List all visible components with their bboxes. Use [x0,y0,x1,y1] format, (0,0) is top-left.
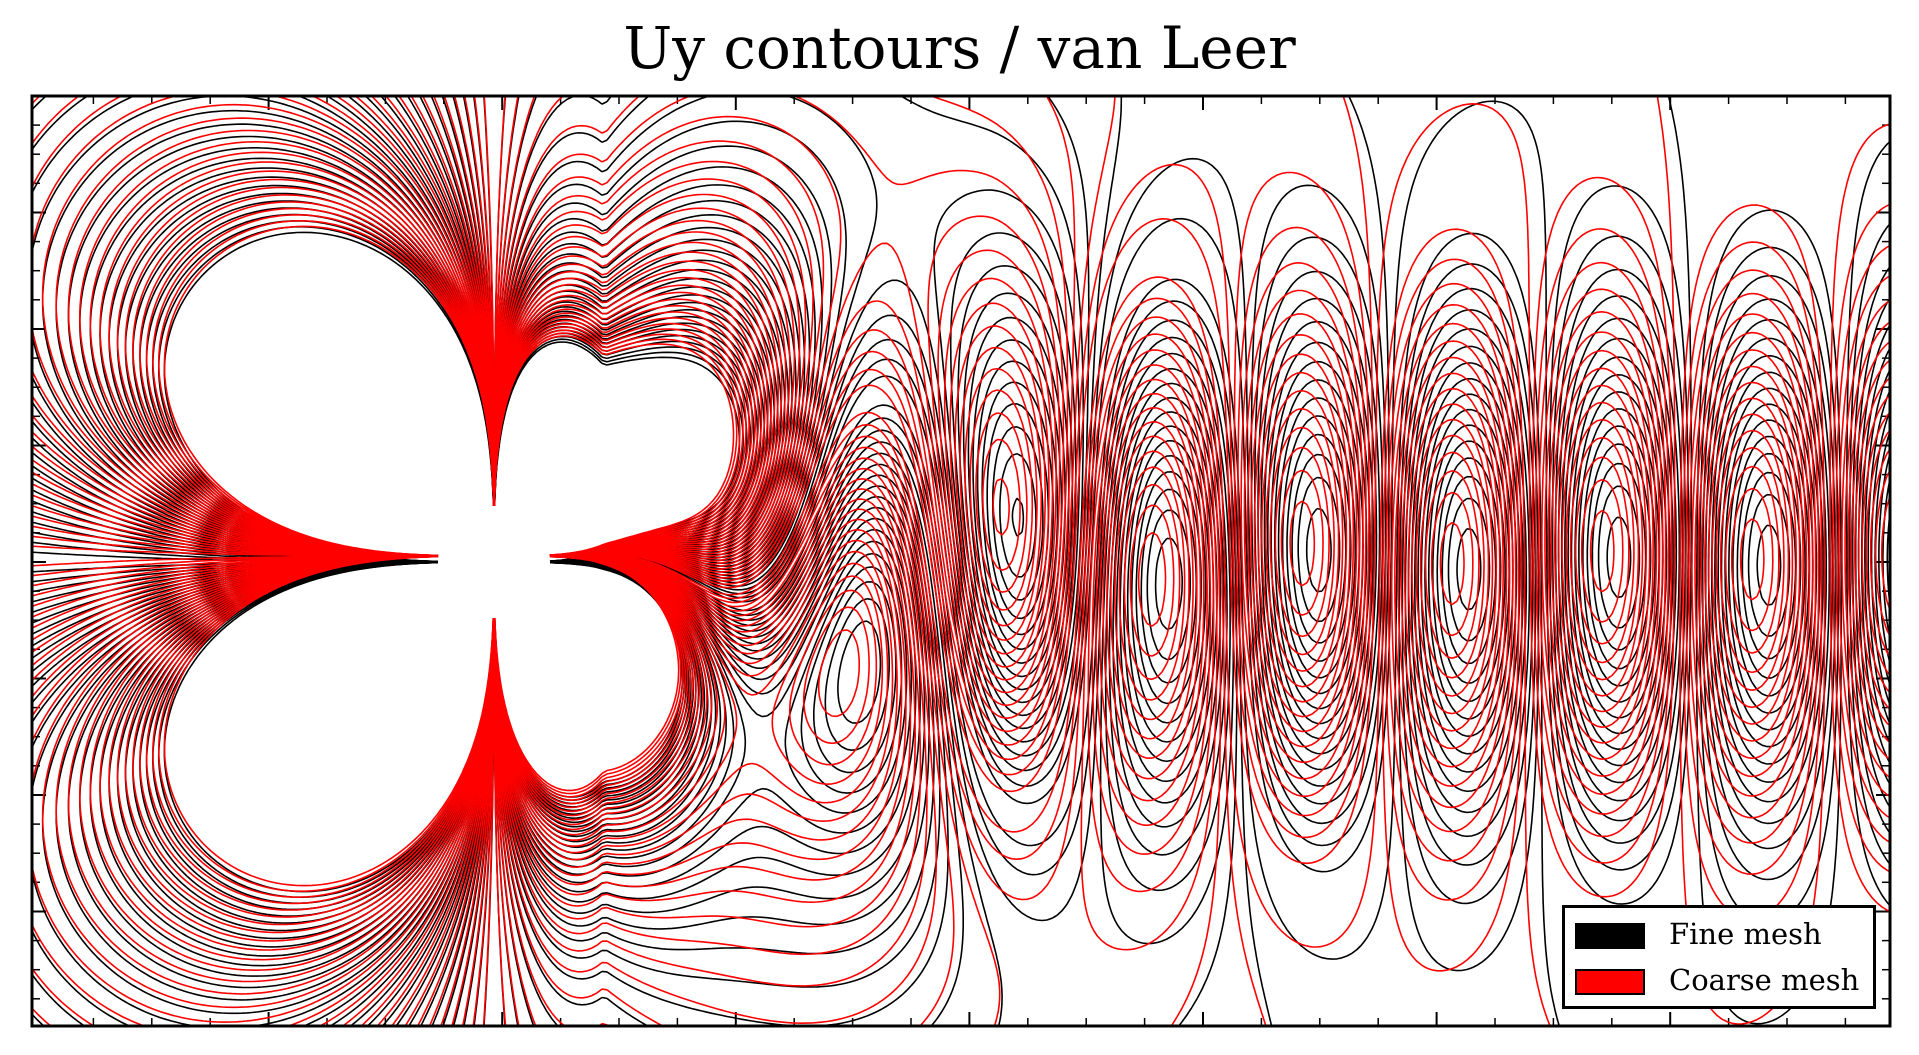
legend-entry-fine: Fine mesh [1565,915,1873,955]
legend-entry-coarse: Coarse mesh [1565,961,1873,1001]
coarse-mesh-contour [163,225,680,792]
legend-swatch-coarse [1575,969,1645,995]
legend: Fine mesh Coarse mesh [1562,905,1876,1009]
coarse-mesh-contour [89,151,708,831]
chart-title: Uy contours / van Leer [623,14,1296,82]
coarse-mesh-contour [32,96,1774,861]
plot-frame [30,94,1892,1028]
legend-label-fine: Fine mesh [1669,917,1822,951]
cylinder-obstacle [438,506,550,618]
coarse-mesh-contour [32,96,1785,877]
contour-lines [32,96,1890,1026]
legend-swatch-fine [1575,923,1645,949]
legend-label-coarse: Coarse mesh [1669,963,1860,997]
